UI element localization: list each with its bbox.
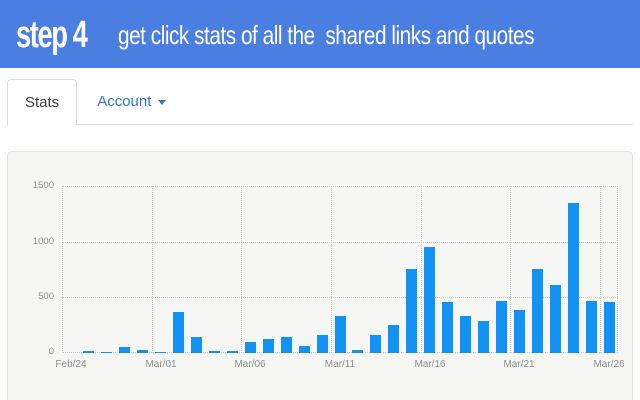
chart-bar [478,321,489,353]
y-tick-label: 0 [48,346,54,357]
brand-logo: step 4 [16,14,88,56]
tab-account-label: Account [97,93,152,110]
chart-bar [550,285,561,353]
chart-bar [227,351,238,353]
chart-bar [155,352,166,353]
x-tick-label: Mar/16 [414,359,446,370]
gridline-vertical [600,186,601,353]
y-tick-label: 500 [38,291,54,302]
chart-bar [406,269,417,353]
x-tick-label: Mar/06 [234,359,266,370]
chart-bar [604,302,615,353]
click-stats-bar-chart [62,186,618,353]
tab-stats[interactable]: Stats [7,79,78,126]
gridline-vertical [62,186,63,353]
tab-account-dropdown[interactable]: Account [97,79,167,124]
header-subtitle: get click stats of all the shared links … [118,20,535,50]
chart-bar [370,335,381,353]
gridline-horizontal [62,242,618,243]
gridline-vertical [331,186,332,353]
y-tick-label: 1500 [32,180,54,191]
gridline-vertical [510,186,511,353]
chart-bar [496,301,507,353]
chart-bar [352,350,363,353]
chart-bar [424,247,435,353]
x-tick-label: Mar/11 [324,359,356,370]
gridline-vertical [617,186,618,353]
tab-stats-label: Stats [25,94,60,111]
header-banner: step 4 get click stats of all the shared… [0,0,640,68]
chart-bar [281,337,292,353]
chart-bar [442,302,453,353]
chart-bar [299,346,310,353]
chart-bar [83,351,94,353]
chart-bar [191,337,202,353]
gridline-horizontal [62,186,618,187]
chart-bar [137,350,148,353]
chart-bar [209,351,220,353]
chart-bar [460,316,471,353]
chart-bar [317,335,328,353]
gridline-vertical [241,186,242,353]
y-tick-label: 1000 [32,236,54,247]
chart-bar [568,203,579,353]
chart-bar [532,269,543,353]
gridline-horizontal [62,297,618,298]
chevron-down-icon [158,100,167,105]
chart-bar [263,339,274,353]
chart-bar [101,352,112,353]
x-tick-label: Mar/26 [593,359,625,370]
stats-chart-panel: 0 500 1000 1500 Feb/24 Mar/01 Mar/06 Mar/11 Mar/… [7,151,633,400]
tab-bar: Stats Account [7,79,633,126]
chart-bar [173,312,184,353]
x-tick-label: Mar/01 [145,359,177,370]
chart-bar [388,325,399,353]
chart-bar [119,347,130,353]
gridline-vertical [152,186,153,353]
gridline-vertical [421,186,422,353]
x-tick-label: Feb/24 [55,359,87,370]
chart-bar [586,301,597,353]
x-tick-label: Mar/21 [503,359,535,370]
chart-bar [245,342,256,353]
chart-bar [514,310,525,353]
chart-bar [335,316,346,353]
